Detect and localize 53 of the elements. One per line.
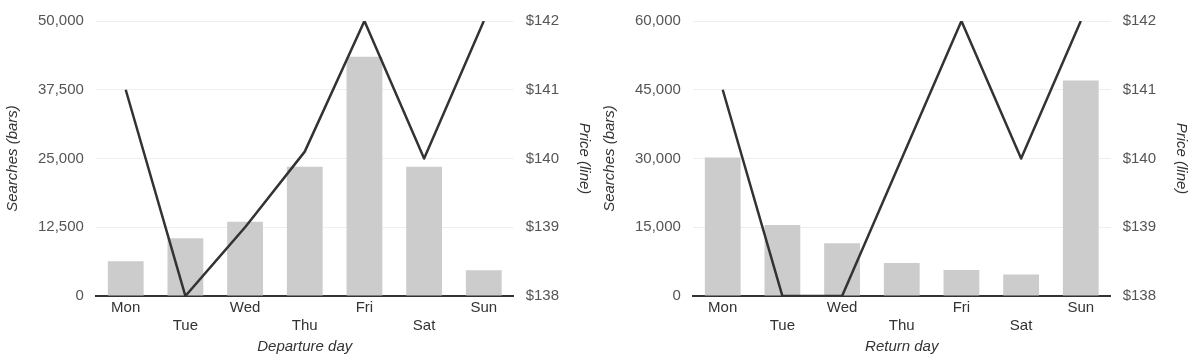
y-tick-label: 12,500 bbox=[37, 217, 84, 235]
bar bbox=[406, 166, 443, 296]
y-tick-label: 25,000 bbox=[37, 148, 84, 166]
x-tick-label: Thu bbox=[291, 316, 318, 334]
y2-tick-label: $138 bbox=[525, 286, 560, 304]
bar bbox=[1003, 274, 1040, 296]
x-tick-label: Tue bbox=[172, 316, 199, 334]
bar bbox=[465, 270, 502, 296]
x-axis-title: Departure day bbox=[257, 337, 354, 355]
bar bbox=[764, 224, 801, 296]
x-tick-label: Fri bbox=[952, 298, 971, 316]
x-tick-label: Thu bbox=[888, 316, 915, 334]
x-tick-label: Sun bbox=[1067, 298, 1095, 316]
bar bbox=[227, 221, 263, 296]
x-tick-label: Sat bbox=[1009, 316, 1034, 334]
y-tick-label: 45,000 bbox=[634, 79, 681, 97]
x-axis-title: Return day bbox=[865, 337, 940, 355]
y2-tick-label: $140 bbox=[1122, 148, 1157, 166]
x-tick-label: Mon bbox=[111, 298, 141, 316]
y-tick-label: 30,000 bbox=[634, 148, 681, 166]
y2-tick-label: $142 bbox=[525, 11, 560, 29]
y-tick-label: 37,500 bbox=[37, 79, 84, 97]
bar bbox=[943, 269, 980, 296]
y2-tick-label: $140 bbox=[525, 148, 560, 166]
bar bbox=[704, 157, 741, 296]
y-tick-label: 60,000 bbox=[634, 11, 681, 29]
y2-axis-title: Price (line) bbox=[576, 122, 594, 195]
bar bbox=[824, 243, 860, 296]
y2-tick-label: $142 bbox=[1122, 11, 1157, 29]
y-axis-title: Searches (bars) bbox=[600, 105, 618, 212]
x-tick-label: Wed bbox=[229, 298, 261, 316]
y2-axis-title: Price (line) bbox=[1173, 122, 1191, 195]
x-tick-label: Mon bbox=[708, 298, 738, 316]
x-tick-label: Wed bbox=[826, 298, 858, 316]
bar bbox=[883, 263, 920, 296]
x-tick-label: Fri bbox=[355, 298, 374, 316]
x-tick-label: Sun bbox=[470, 298, 498, 316]
y-tick-label: 0 bbox=[75, 286, 84, 304]
y-tick-label: 50,000 bbox=[37, 11, 84, 29]
x-tick-label: Tue bbox=[769, 316, 796, 334]
y-axis-title: Searches (bars) bbox=[3, 105, 21, 212]
y2-tick-label: $138 bbox=[1122, 286, 1157, 304]
y2-tick-label: $139 bbox=[1122, 217, 1157, 235]
bar bbox=[107, 261, 144, 296]
bar bbox=[286, 166, 323, 296]
x-tick-label: Sat bbox=[412, 316, 437, 334]
bar bbox=[346, 56, 383, 296]
y2-tick-label: $141 bbox=[1122, 79, 1157, 97]
y-tick-label: 0 bbox=[672, 286, 681, 304]
y2-tick-label: $139 bbox=[525, 217, 560, 235]
y2-tick-label: $141 bbox=[525, 79, 560, 97]
y-tick-label: 15,000 bbox=[634, 217, 681, 235]
bar bbox=[1062, 80, 1099, 296]
